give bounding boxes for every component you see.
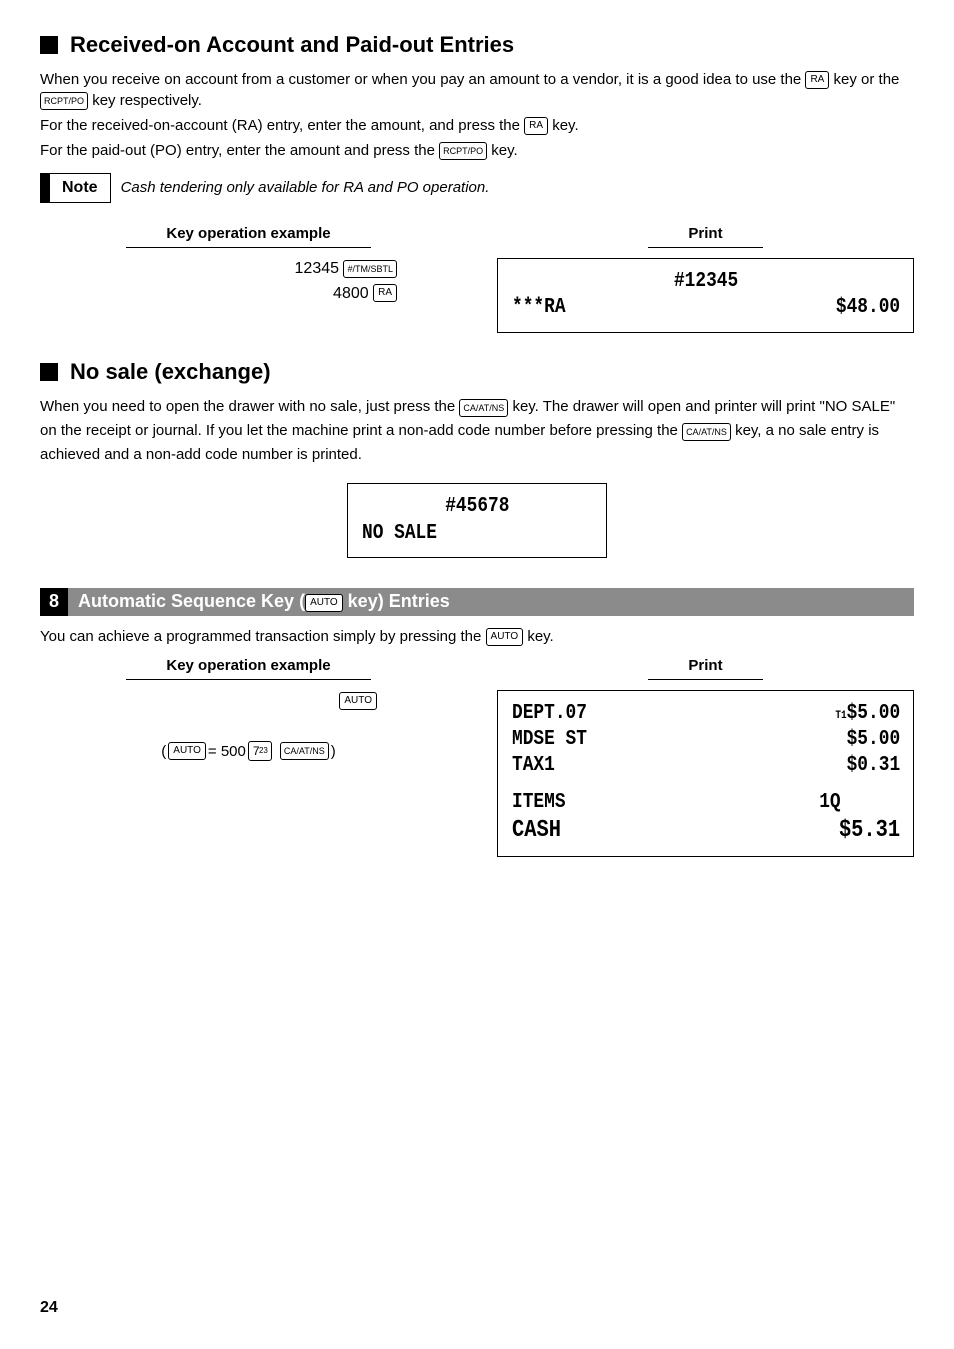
- text: key.: [527, 628, 553, 645]
- bullet-square: [40, 363, 58, 381]
- key-ra: RA: [373, 284, 397, 302]
- key-op-col: Key operation example AUTO ( AUTO = 500 …: [40, 655, 457, 857]
- rcpt-right: $5.00: [847, 727, 901, 753]
- receipt-line: ***RA $48.00: [512, 295, 900, 321]
- rcpt-left: MDSE ST: [512, 727, 587, 753]
- sub: T1: [835, 710, 846, 722]
- num: 4800: [333, 285, 369, 302]
- receipt-line: ITEMS 1Q: [512, 790, 900, 816]
- rcpt-right: $48.00: [836, 295, 900, 321]
- receipt-line: #12345: [512, 269, 900, 295]
- rcpt-left: CASH: [512, 816, 561, 846]
- text: Automatic Sequence Key (: [78, 591, 305, 611]
- example-row: Key operation example AUTO ( AUTO = 500 …: [40, 655, 914, 857]
- text: key.: [491, 142, 517, 159]
- note-box: Note Cash tendering only available for R…: [40, 173, 914, 203]
- text: key) Entries: [343, 591, 450, 611]
- auto-seq-definition: ( AUTO = 500 7 23 CA/AT/NS ): [40, 741, 457, 762]
- key-caatns: CA/AT/NS: [280, 742, 329, 760]
- text: When you need to open the drawer with no…: [40, 398, 459, 415]
- rcpt-left: ITEMS: [512, 790, 566, 816]
- receipt-line: #45678: [362, 494, 593, 520]
- example-row: Key operation example 12345 #/TM/SBTL 48…: [40, 223, 914, 333]
- section-heading-2: No sale (exchange): [40, 357, 914, 388]
- print-col: Print DEPT.07 T1$5.00 MDSE ST $5.00 TAX1…: [497, 655, 914, 857]
- key-rcptpo: RCPT/PO: [40, 92, 88, 110]
- paragraph: For the received-on-account (RA) entry, …: [40, 115, 914, 136]
- key-caatns: CA/AT/NS: [682, 423, 731, 441]
- note-text: Cash tendering only available for RA and…: [121, 173, 490, 198]
- col-heading: Print: [648, 655, 762, 680]
- text: = 500: [208, 741, 246, 762]
- paren: (: [161, 741, 166, 762]
- key-ra: RA: [524, 117, 548, 135]
- key-rcptpo: RCPT/PO: [439, 142, 487, 160]
- rcpt-right: $0.31: [847, 753, 901, 779]
- section8-bar: 8 Automatic Sequence Key (AUTO key) Entr…: [40, 588, 914, 616]
- key-op-col: Key operation example 12345 #/TM/SBTL 48…: [40, 223, 457, 333]
- text: When you receive on account from a custo…: [40, 71, 805, 88]
- key-7: 7 23: [248, 741, 272, 761]
- paren: ): [331, 741, 336, 762]
- text: For the paid-out (PO) entry, enter the a…: [40, 142, 439, 159]
- section-number: 8: [40, 588, 68, 616]
- col-heading: Print: [648, 223, 762, 248]
- text: key or the: [834, 71, 900, 88]
- col-heading: Key operation example: [126, 655, 370, 680]
- key-caatns: CA/AT/NS: [459, 399, 508, 417]
- rcpt-right: 1Q: [819, 790, 900, 816]
- key-auto: AUTO: [168, 742, 206, 760]
- key-auto: AUTO: [339, 692, 377, 710]
- paragraph: When you need to open the drawer with no…: [40, 395, 914, 467]
- bullet-square: [40, 36, 58, 54]
- rcpt-left: TAX1: [512, 753, 555, 779]
- receipt-line: MDSE ST $5.00: [512, 727, 900, 753]
- page-number: 24: [40, 1297, 58, 1319]
- receipt: #45678 NO SALE: [347, 483, 607, 558]
- text: For the received-on-account (RA) entry, …: [40, 117, 524, 134]
- section8-title: Automatic Sequence Key (AUTO key) Entrie…: [78, 589, 450, 614]
- note-label: Note: [40, 173, 111, 203]
- key-ra: RA: [805, 71, 829, 89]
- print-col: Print #12345 ***RA $48.00: [497, 223, 914, 333]
- text: key.: [552, 117, 578, 134]
- key-auto: AUTO: [305, 594, 343, 612]
- receipt: #12345 ***RA $48.00: [497, 258, 914, 333]
- section-heading-1: Received-on Account and Paid-out Entries: [40, 30, 914, 61]
- rcpt-right: T1$5.00: [835, 701, 900, 727]
- col-heading: Key operation example: [126, 223, 370, 248]
- heading-text: Received-on Account and Paid-out Entries: [70, 30, 514, 61]
- receipt-line: NO SALE: [362, 521, 558, 547]
- key-tmsbtl: #/TM/SBTL: [343, 260, 397, 278]
- paragraph: You can achieve a programmed transaction…: [40, 626, 914, 647]
- val: $5.00: [847, 702, 901, 725]
- superscript: 23: [259, 742, 268, 760]
- receipt-line: TAX1 $0.31: [512, 753, 900, 779]
- rcpt-right: $5.31: [839, 816, 900, 846]
- num: 12345: [295, 260, 340, 277]
- receipt: DEPT.07 T1$5.00 MDSE ST $5.00 TAX1 $0.31…: [497, 690, 914, 857]
- rcpt-left: DEPT.07: [512, 701, 587, 727]
- key-operations: 12345 #/TM/SBTL 4800 RA: [40, 258, 457, 305]
- receipt-line: DEPT.07 T1$5.00: [512, 701, 900, 727]
- receipt-line: CASH $5.31: [512, 816, 900, 846]
- rcpt-left: ***RA: [512, 295, 566, 321]
- text: key respectively.: [92, 92, 202, 109]
- paragraph: When you receive on account from a custo…: [40, 69, 914, 111]
- heading-text: No sale (exchange): [70, 357, 271, 388]
- text: You can achieve a programmed transaction…: [40, 628, 486, 645]
- key-auto: AUTO: [486, 628, 524, 646]
- paragraph: For the paid-out (PO) entry, enter the a…: [40, 140, 914, 161]
